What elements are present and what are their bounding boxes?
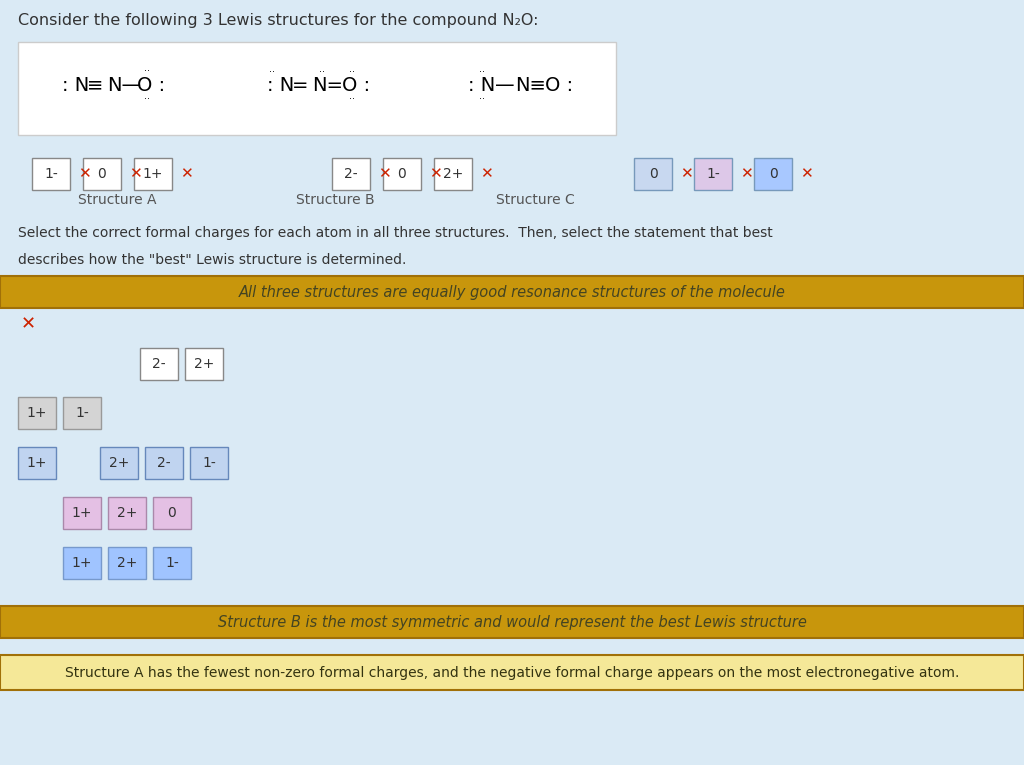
Text: 2+: 2+ bbox=[194, 357, 214, 371]
Text: Structure B: Structure B bbox=[296, 193, 375, 207]
Text: ··: ·· bbox=[269, 67, 275, 77]
Text: ··: ·· bbox=[479, 67, 485, 77]
Text: ··: ·· bbox=[349, 94, 355, 104]
Bar bbox=[63, 397, 101, 429]
Text: 0: 0 bbox=[769, 167, 777, 181]
Bar bbox=[63, 547, 101, 579]
Text: ··: ·· bbox=[349, 67, 355, 77]
Bar bbox=[32, 158, 70, 190]
Text: ✕: ✕ bbox=[429, 167, 441, 181]
Text: ✕: ✕ bbox=[800, 167, 812, 181]
Text: N≡: N≡ bbox=[515, 76, 546, 95]
Text: ✕: ✕ bbox=[179, 167, 193, 181]
Text: describes how the "best" Lewis structure is determined.: describes how the "best" Lewis structure… bbox=[18, 253, 407, 267]
Text: ··: ·· bbox=[479, 94, 485, 104]
Text: All three structures are equally good resonance structures of the molecule: All three structures are equally good re… bbox=[239, 285, 785, 300]
Text: ··: ·· bbox=[144, 94, 150, 104]
Text: ✕: ✕ bbox=[378, 167, 390, 181]
Text: 1-: 1- bbox=[202, 456, 216, 470]
Bar bbox=[153, 547, 191, 579]
Text: Structure A: Structure A bbox=[78, 193, 157, 207]
Bar bbox=[190, 447, 228, 479]
Text: : N: : N bbox=[267, 76, 294, 95]
Text: 0: 0 bbox=[648, 167, 657, 181]
Text: 2-: 2- bbox=[344, 167, 357, 181]
Text: 1+: 1+ bbox=[72, 556, 92, 570]
Text: 1-: 1- bbox=[44, 167, 58, 181]
Bar bbox=[0, 276, 1024, 308]
Text: ✕: ✕ bbox=[479, 167, 493, 181]
Text: 1-: 1- bbox=[707, 167, 720, 181]
Bar bbox=[332, 158, 370, 190]
Bar bbox=[134, 158, 172, 190]
Text: 0: 0 bbox=[168, 506, 176, 520]
Bar bbox=[18, 397, 56, 429]
Bar bbox=[434, 158, 472, 190]
Text: ✕: ✕ bbox=[20, 315, 36, 333]
Text: 2-: 2- bbox=[153, 357, 166, 371]
Bar bbox=[18, 447, 56, 479]
Text: —: — bbox=[496, 76, 515, 95]
Bar bbox=[694, 158, 732, 190]
Bar bbox=[108, 497, 146, 529]
Text: =: = bbox=[292, 76, 308, 95]
Text: 1+: 1+ bbox=[27, 406, 47, 420]
Bar bbox=[83, 158, 121, 190]
Text: ✕: ✕ bbox=[680, 167, 692, 181]
Bar bbox=[108, 547, 146, 579]
Text: 2-: 2- bbox=[158, 456, 171, 470]
Bar bbox=[140, 348, 178, 380]
Text: : N: : N bbox=[62, 76, 89, 95]
Bar bbox=[754, 158, 792, 190]
Text: ··: ·· bbox=[319, 67, 325, 77]
Text: 0: 0 bbox=[397, 167, 407, 181]
Bar bbox=[634, 158, 672, 190]
Bar bbox=[0, 606, 1024, 638]
Text: 2+: 2+ bbox=[442, 167, 463, 181]
Text: 2+: 2+ bbox=[109, 456, 129, 470]
Text: ≡: ≡ bbox=[87, 76, 103, 95]
Text: Structure B is the most symmetric and would represent the best Lewis structure: Structure B is the most symmetric and wo… bbox=[217, 614, 807, 630]
Text: N=: N= bbox=[312, 76, 343, 95]
Text: N—: N— bbox=[106, 76, 141, 95]
Text: Select the correct formal charges for each atom in all three structures.  Then, : Select the correct formal charges for ea… bbox=[18, 226, 773, 240]
Text: 1+: 1+ bbox=[27, 456, 47, 470]
Text: : N: : N bbox=[468, 76, 496, 95]
Bar bbox=[185, 348, 223, 380]
Bar bbox=[100, 447, 138, 479]
Text: Structure A has the fewest non-zero formal charges, and the negative formal char: Structure A has the fewest non-zero form… bbox=[65, 666, 959, 679]
Bar bbox=[383, 158, 421, 190]
Text: 1-: 1- bbox=[165, 556, 179, 570]
Text: Consider the following 3 Lewis structures for the compound N₂O:: Consider the following 3 Lewis structure… bbox=[18, 12, 539, 28]
Text: 0: 0 bbox=[97, 167, 106, 181]
Bar bbox=[0, 655, 1024, 690]
Text: 2+: 2+ bbox=[117, 556, 137, 570]
Text: O :: O : bbox=[342, 76, 370, 95]
Text: O :: O : bbox=[137, 76, 165, 95]
Text: ✕: ✕ bbox=[78, 167, 90, 181]
Bar bbox=[145, 447, 183, 479]
Text: 1+: 1+ bbox=[142, 167, 163, 181]
Bar bbox=[18, 42, 616, 135]
Text: ··: ·· bbox=[144, 66, 150, 76]
Text: 1-: 1- bbox=[75, 406, 89, 420]
Bar bbox=[63, 497, 101, 529]
Text: ✕: ✕ bbox=[129, 167, 141, 181]
Bar bbox=[153, 497, 191, 529]
Text: 2+: 2+ bbox=[117, 506, 137, 520]
Text: Structure C: Structure C bbox=[496, 193, 574, 207]
Text: O :: O : bbox=[545, 76, 573, 95]
Text: ✕: ✕ bbox=[739, 167, 753, 181]
Text: 1+: 1+ bbox=[72, 506, 92, 520]
